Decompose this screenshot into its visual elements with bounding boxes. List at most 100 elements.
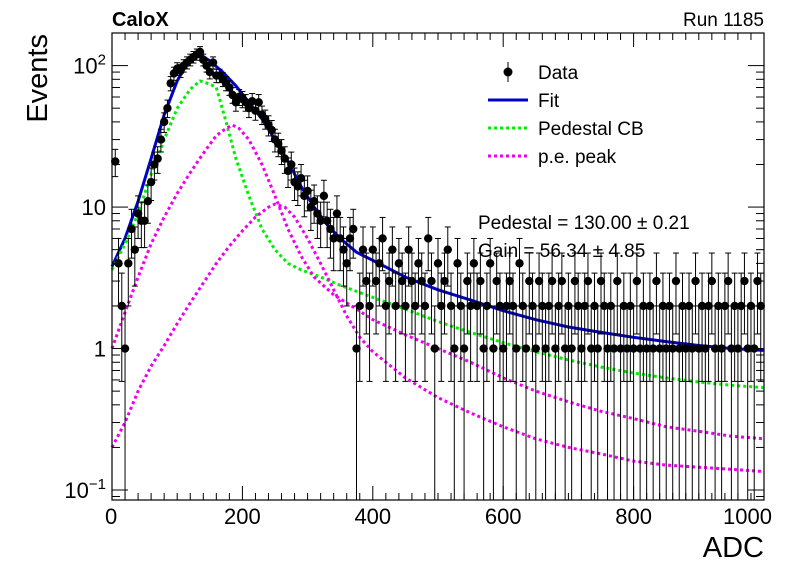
data-point bbox=[391, 272, 400, 382]
legend-entry-fit: Fit bbox=[488, 91, 560, 112]
data-point bbox=[143, 184, 153, 224]
data-marker bbox=[388, 245, 397, 254]
data-marker bbox=[274, 139, 283, 149]
data-point bbox=[371, 252, 381, 335]
data-point bbox=[668, 305, 677, 500]
data-point bbox=[427, 252, 436, 335]
pedestal-annotation: Pedestal = 130.00 ± 0.21 bbox=[478, 213, 690, 234]
data-marker bbox=[247, 97, 257, 106]
data-point bbox=[163, 99, 172, 119]
data-point bbox=[456, 272, 466, 382]
data-point bbox=[251, 101, 260, 121]
data-point bbox=[531, 305, 540, 500]
data-point bbox=[124, 237, 133, 307]
data-marker bbox=[143, 197, 153, 206]
x-tick-label: 800 bbox=[615, 504, 652, 529]
data-marker bbox=[554, 301, 563, 311]
data-point bbox=[538, 272, 547, 382]
data-marker bbox=[531, 344, 540, 353]
data-marker bbox=[619, 301, 629, 311]
data-marker bbox=[349, 224, 358, 234]
data-point bbox=[463, 252, 472, 335]
data-point bbox=[632, 252, 642, 335]
data-marker bbox=[515, 259, 524, 268]
data-point bbox=[658, 272, 668, 382]
legend-entry-p-e-peak: p.e. peak bbox=[488, 147, 617, 168]
data-marker bbox=[476, 276, 485, 286]
data-point bbox=[342, 237, 351, 307]
data-point bbox=[489, 305, 498, 500]
data-point bbox=[466, 272, 475, 382]
data-marker bbox=[743, 344, 752, 353]
data-point bbox=[525, 252, 534, 335]
data-marker bbox=[316, 216, 325, 225]
data-marker bbox=[544, 301, 554, 311]
gain-annotation: Gain = 56.34 ± 4.85 bbox=[478, 241, 645, 262]
data-point bbox=[208, 56, 218, 70]
data-marker bbox=[681, 344, 690, 353]
data-point bbox=[453, 237, 462, 307]
data-marker bbox=[362, 276, 371, 286]
data-point bbox=[381, 272, 391, 382]
data-marker bbox=[570, 276, 580, 286]
data-point bbox=[619, 272, 629, 382]
data-marker bbox=[525, 276, 534, 286]
data-point bbox=[420, 272, 430, 382]
x-tick-label: 200 bbox=[224, 504, 261, 529]
x-tick-label: 0 bbox=[105, 504, 117, 529]
data-marker bbox=[407, 276, 417, 286]
data-point bbox=[414, 237, 423, 307]
data-marker bbox=[456, 301, 466, 311]
data-marker bbox=[414, 259, 423, 268]
data-marker bbox=[613, 276, 622, 286]
data-point bbox=[355, 272, 364, 382]
data-marker bbox=[564, 301, 573, 311]
data-marker bbox=[577, 344, 586, 353]
data-marker bbox=[404, 245, 413, 254]
data-marker bbox=[446, 301, 456, 311]
data-marker bbox=[472, 301, 482, 311]
data-marker bbox=[704, 301, 713, 311]
data-point bbox=[404, 226, 413, 287]
data-marker bbox=[124, 259, 133, 268]
data-marker bbox=[280, 154, 289, 163]
data-marker bbox=[466, 301, 475, 311]
data-point bbox=[505, 252, 514, 335]
legend-label: p.e. peak bbox=[538, 147, 617, 168]
data-marker bbox=[394, 259, 404, 268]
data-marker bbox=[133, 209, 143, 218]
data-point bbox=[309, 184, 319, 224]
data-marker bbox=[391, 301, 400, 311]
data-point bbox=[459, 305, 469, 500]
data-marker bbox=[668, 344, 677, 353]
x-axis-title: ADC bbox=[703, 532, 764, 564]
data-marker bbox=[166, 79, 175, 88]
data-point bbox=[319, 179, 329, 218]
data-point bbox=[570, 252, 580, 335]
data-point bbox=[688, 305, 697, 500]
legend-label: Pedestal CB bbox=[538, 119, 644, 140]
data-point bbox=[606, 272, 615, 382]
data-marker bbox=[410, 301, 420, 311]
data-marker bbox=[505, 276, 514, 286]
data-marker bbox=[675, 344, 684, 353]
y-axis-title: Events bbox=[22, 34, 54, 123]
data-point bbox=[665, 272, 674, 382]
data-marker bbox=[603, 344, 612, 353]
y-tick-label: 102 bbox=[73, 52, 106, 79]
data-point bbox=[616, 305, 625, 500]
data-point bbox=[701, 305, 710, 500]
data-point bbox=[521, 305, 531, 500]
data-point bbox=[407, 252, 417, 335]
legend-swatch-marker bbox=[503, 67, 513, 77]
data-point bbox=[557, 252, 567, 335]
data-marker bbox=[746, 301, 756, 311]
data-marker bbox=[508, 301, 518, 311]
data-point bbox=[736, 272, 746, 382]
data-marker bbox=[159, 117, 169, 127]
data-marker bbox=[723, 276, 733, 286]
data-point bbox=[648, 305, 658, 500]
data-marker bbox=[381, 301, 391, 311]
data-point bbox=[433, 237, 443, 307]
data-point bbox=[564, 272, 573, 382]
